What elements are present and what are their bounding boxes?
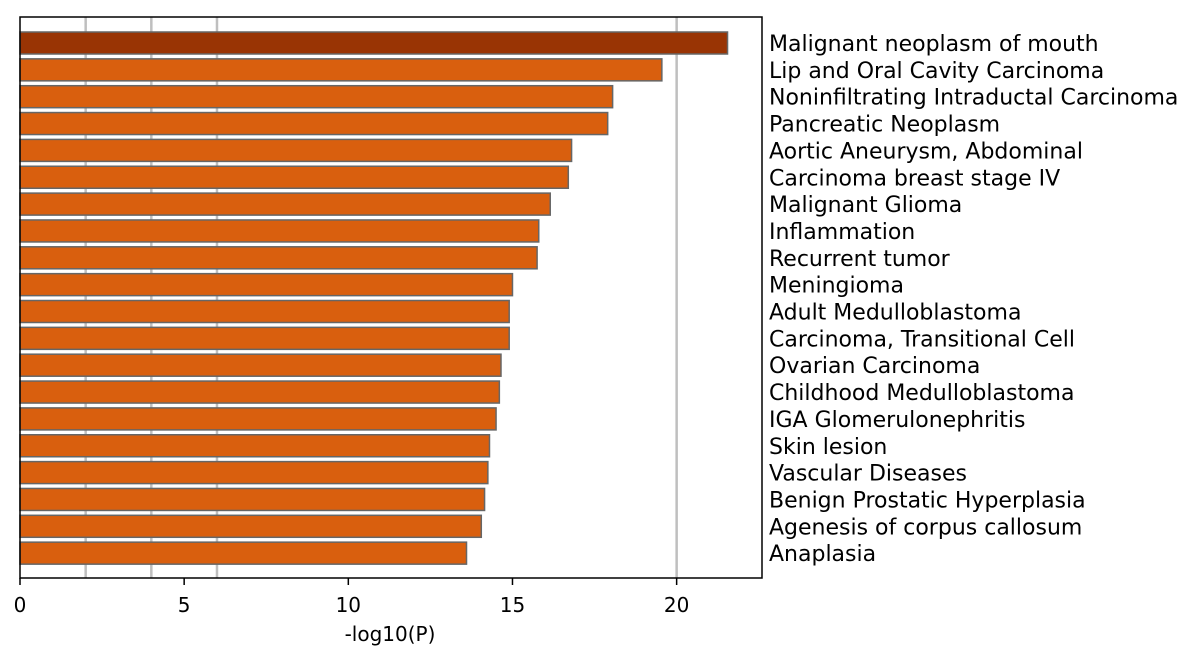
category-label-1: Lip and Oral Cavity Carcinoma — [769, 59, 1104, 84]
x-tick-label-3: 15 — [500, 593, 525, 617]
x-tick-label-1: 5 — [178, 593, 191, 617]
category-label-14: IGA Glomerulonephritis — [769, 408, 1025, 433]
bar-19 — [19, 541, 468, 565]
category-label-4: Aortic Aneurysm, Abdominal — [769, 139, 1083, 164]
bar-18 — [19, 514, 483, 539]
category-label-9: Meningioma — [769, 274, 904, 299]
category-label-7: Inflammation — [769, 220, 915, 245]
bar-13 — [19, 380, 501, 404]
bar-8 — [19, 246, 538, 270]
bars — [19, 31, 729, 565]
gridlines — [84, 17, 678, 578]
category-label-15: Skin lesion — [769, 435, 887, 460]
bar-0 — [19, 31, 729, 55]
x-axis: 0 5 10 15 20 — [14, 578, 689, 617]
category-label-12: Ovarian Carcinoma — [769, 354, 980, 379]
bar-2 — [19, 84, 614, 109]
category-label-8: Recurrent tumor — [769, 247, 951, 272]
bar-4 — [19, 138, 573, 163]
bar-10 — [19, 299, 510, 324]
category-label-18: Agenesis of corpus callosum — [769, 515, 1082, 540]
bar-16 — [19, 460, 489, 485]
category-label-0: Malignant neoplasm of mouth — [769, 32, 1099, 57]
category-label-6: Malignant Glioma — [769, 193, 962, 218]
x-tick-label-2: 10 — [336, 593, 361, 617]
bar-7 — [19, 219, 540, 243]
category-label-16: Vascular Diseases — [769, 462, 967, 487]
bar-6 — [19, 192, 551, 216]
bar-1 — [19, 58, 663, 82]
bar-15 — [19, 434, 491, 458]
x-axis-title: -log10(P) — [345, 622, 436, 646]
bar-5 — [19, 165, 570, 189]
bar-3 — [19, 111, 609, 136]
bar-17 — [19, 487, 486, 512]
bar-12 — [19, 353, 502, 377]
bar-14 — [19, 407, 497, 431]
x-tick-label-0: 0 — [14, 593, 27, 617]
category-label-3: Pancreatic Neoplasm — [769, 113, 1000, 138]
x-tick-label-4: 20 — [664, 593, 689, 617]
category-label-11: Carcinoma, Transitional Cell — [769, 327, 1075, 352]
bar-11 — [19, 326, 510, 351]
category-label-19: Anaplasia — [769, 542, 876, 567]
plot-frame — [19, 16, 763, 579]
category-label-2: Noninfiltrating Intraductal Carcinoma — [769, 86, 1178, 111]
category-label-5: Carcinoma breast stage IV — [769, 166, 1060, 191]
category-label-13: Childhood Medulloblastoma — [769, 381, 1074, 406]
category-label-10: Adult Medulloblastoma — [769, 301, 1021, 326]
bar-9 — [19, 272, 514, 297]
category-label-17: Benign Prostatic Hyperplasia — [769, 488, 1086, 513]
